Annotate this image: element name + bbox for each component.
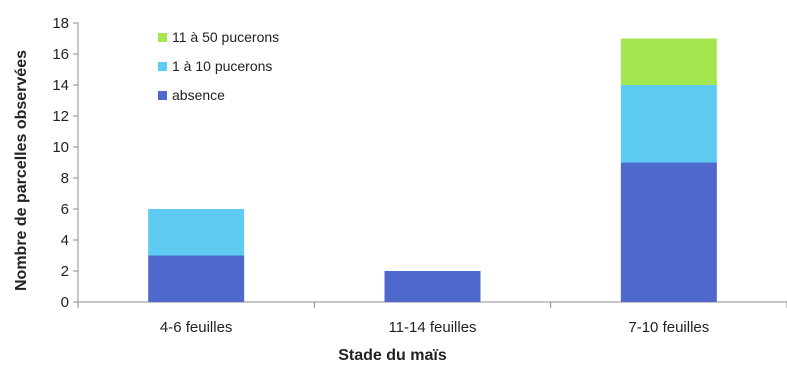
y-tick-label: 10 [52,139,69,156]
y-tick-label: 18 [52,15,69,32]
y-tick-label: 14 [52,77,69,94]
bar-segment-11-50-pucerons [620,38,717,85]
legend-background [150,24,298,114]
legend-label: 1 à 10 pucerons [172,58,272,74]
x-tick-label: 11-14 feuilles [388,319,476,336]
bar-segment-absence [620,162,717,302]
y-tick-label: 6 [61,201,69,218]
y-tick-labels: 0 2 4 6 8 10 12 14 16 18 [52,15,69,311]
y-tick-label: 8 [61,170,69,187]
x-tick-label: 4-6 feuilles [160,319,233,336]
x-axis-title: Stade du maïs [338,347,447,364]
y-tick-label: 16 [52,46,69,63]
legend-swatch [158,62,167,71]
bar-segment-1-10-pucerons [620,85,717,163]
bars [148,38,717,302]
legend-swatch [158,33,167,42]
x-tick-labels: 4-6 feuilles 11-14 feuilles 7-10 feuilles [160,319,709,336]
bar-segment-absence [384,271,481,302]
legend-swatch [158,91,167,100]
y-axis-title: Nombre de parcelles observées [13,50,30,291]
bar-segment-1-10-pucerons [148,209,245,256]
bar-segment-absence [148,255,245,302]
y-tick-label: 12 [52,108,69,125]
y-tick-label: 4 [61,232,69,249]
y-tick-label: 0 [61,294,69,311]
legend-label: 11 à 50 pucerons [172,29,279,45]
legend-label: absence [172,87,225,103]
y-tick-label: 2 [61,263,69,280]
legend: 11 à 50 pucerons 1 à 10 pucerons absence [150,24,298,114]
x-tick-label: 7-10 feuilles [628,319,709,336]
